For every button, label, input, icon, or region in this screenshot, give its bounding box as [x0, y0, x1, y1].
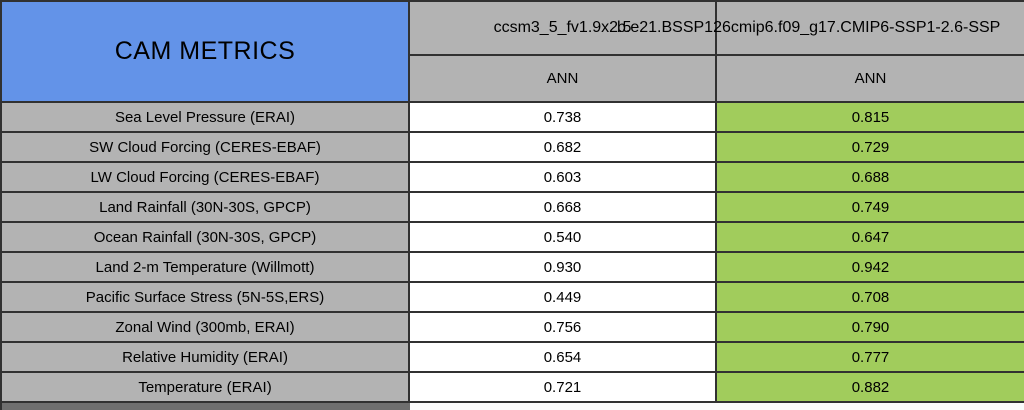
partial-next-row-label-cell [2, 403, 410, 410]
model-header-2-label: b.e21.BSSP126cmip6.f09_g17.CMIP6-SSP1-2.… [617, 19, 1001, 36]
value-cell-run2: 0.708 [717, 283, 1024, 313]
value-cell-run1: 0.603 [410, 163, 717, 193]
partial-next-row-value-cells [410, 403, 1024, 410]
metric-row: Zonal Wind (300mb, ERAI) 0.756 0.790 [2, 313, 1024, 343]
value-cell-run1: 0.654 [410, 343, 717, 373]
value-cell-run2: 0.749 [717, 193, 1024, 223]
column-headers: ccsm3_5_fv1.9x2.5 b.e21.BSSP126cmip6.f09… [410, 2, 1024, 103]
metric-row: SW Cloud Forcing (CERES-EBAF) 0.682 0.729 [2, 133, 1024, 163]
metric-label-cell: Temperature (ERAI) [2, 373, 410, 403]
metric-row: Ocean Rainfall (30N-30S, GPCP) 0.540 0.647 [2, 223, 1024, 253]
value-cell-run2: 0.882 [717, 373, 1024, 403]
value-cell-run2: 0.942 [717, 253, 1024, 283]
metric-row: Sea Level Pressure (ERAI) 0.738 0.815 [2, 103, 1024, 133]
value-cell-run2: 0.777 [717, 343, 1024, 373]
metric-row: Land Rainfall (30N-30S, GPCP) 0.668 0.749 [2, 193, 1024, 223]
metrics-body: Sea Level Pressure (ERAI) 0.738 0.815 SW Cl… [2, 103, 1024, 403]
metric-label-cell: Relative Humidity (ERAI) [2, 343, 410, 373]
season-header-1: ANN [410, 56, 717, 103]
metric-label-cell: SW Cloud Forcing (CERES-EBAF) [2, 133, 410, 163]
table-header: CAM METRICS ccsm3_5_fv1.9x2.5 b.e21.BSSP… [2, 2, 1024, 103]
metric-label-cell: Pacific Surface Stress (5N-5S,ERS) [2, 283, 410, 313]
metric-label-cell: Land 2-m Temperature (Willmott) [2, 253, 410, 283]
value-cell-run2: 0.815 [717, 103, 1024, 133]
value-cell-run1: 0.540 [410, 223, 717, 253]
metric-row: Pacific Surface Stress (5N-5S,ERS) 0.449 0… [2, 283, 1024, 313]
value-cell-run1: 0.756 [410, 313, 717, 343]
partial-next-row [2, 403, 1024, 410]
value-cell-run1: 0.930 [410, 253, 717, 283]
metric-label-cell: Ocean Rainfall (30N-30S, GPCP) [2, 223, 410, 253]
metric-label-cell: Land Rainfall (30N-30S, GPCP) [2, 193, 410, 223]
metric-row: Relative Humidity (ERAI) 0.654 0.777 [2, 343, 1024, 373]
season-row: ANN ANN [410, 56, 1024, 103]
value-cell-run1: 0.668 [410, 193, 717, 223]
model-header-1: ccsm3_5_fv1.9x2.5 [410, 2, 717, 56]
model-header-2: b.e21.BSSP126cmip6.f09_g17.CMIP6-SSP1-2.… [617, 2, 1024, 56]
metric-row: Land 2-m Temperature (Willmott) 0.930 0.94… [2, 253, 1024, 283]
metric-row: Temperature (ERAI) 0.721 0.882 [2, 373, 1024, 403]
value-cell-run2: 0.790 [717, 313, 1024, 343]
model-header-1-label: ccsm3_5_fv1.9x2.5 [493, 19, 632, 36]
metric-label-cell: Zonal Wind (300mb, ERAI) [2, 313, 410, 343]
value-cell-run2: 0.729 [717, 133, 1024, 163]
model-name-row: ccsm3_5_fv1.9x2.5 b.e21.BSSP126cmip6.f09… [410, 2, 1024, 56]
value-cell-run1: 0.449 [410, 283, 717, 313]
value-cell-run1: 0.738 [410, 103, 717, 133]
value-cell-run1: 0.682 [410, 133, 717, 163]
value-cell-run2: 0.647 [717, 223, 1024, 253]
metric-label-cell: Sea Level Pressure (ERAI) [2, 103, 410, 133]
season-header-2: ANN [717, 56, 1024, 103]
metric-row: LW Cloud Forcing (CERES-EBAF) 0.603 0.688 [2, 163, 1024, 193]
value-cell-run2: 0.688 [717, 163, 1024, 193]
value-cell-run1: 0.721 [410, 373, 717, 403]
metric-label-cell: LW Cloud Forcing (CERES-EBAF) [2, 163, 410, 193]
table-title-cell: CAM METRICS [2, 2, 410, 103]
